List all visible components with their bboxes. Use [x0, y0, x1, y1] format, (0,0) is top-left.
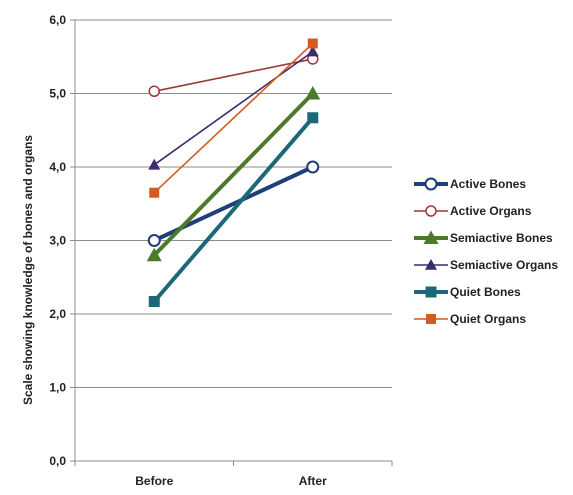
legend-label: Active Organs — [450, 204, 532, 218]
legend-label: Semiactive Organs — [450, 258, 558, 272]
legend-swatch-marker — [423, 230, 439, 244]
legend-swatch-marker — [425, 205, 437, 217]
data-point — [148, 85, 160, 98]
y-tick-label: 4,0 — [49, 160, 66, 174]
x-tick-label: Before — [135, 474, 173, 488]
series-line — [153, 42, 314, 194]
y-tick-labels: 0,0 1,0 2,0 3,0 4,0 5,0 6,0 — [49, 13, 66, 468]
y-tick-label: 0,0 — [49, 454, 66, 468]
series-lines — [146, 38, 321, 308]
y-tick-label: 3,0 — [49, 234, 66, 248]
series-line — [154, 58, 313, 93]
legend-swatch-marker — [426, 314, 436, 324]
y-tick-label: 2,0 — [49, 307, 66, 321]
y-tick-label: 5,0 — [49, 87, 66, 101]
series-line — [152, 92, 315, 257]
data-point — [147, 234, 161, 247]
gridlines — [75, 19, 392, 388]
x-tick-labels: Before After — [135, 474, 327, 488]
legend: Active Bones Active Organs Semiactive Bone… — [414, 177, 558, 326]
x-tick-label: After — [299, 474, 327, 488]
y-axis-title: Scale showing knowledge of bones and org… — [21, 135, 35, 405]
legend-label: Quiet Organs — [450, 312, 526, 326]
series-line — [152, 116, 315, 303]
legend-label: Quiet Bones — [450, 285, 521, 299]
data-point — [149, 187, 160, 198]
data-point — [148, 296, 160, 308]
legend-label: Active Bones — [450, 177, 526, 191]
series-line — [153, 50, 314, 166]
axes — [70, 19, 393, 466]
legend-swatch-marker — [424, 177, 438, 191]
data-point — [307, 112, 319, 124]
data-point — [148, 158, 161, 170]
legend-swatch-marker — [425, 259, 437, 270]
data-point — [306, 45, 319, 57]
data-point — [306, 160, 320, 174]
data-point — [146, 247, 162, 262]
y-tick-label: 1,0 — [49, 381, 66, 395]
legend-label: Semiactive Bones — [450, 231, 553, 245]
data-point — [307, 38, 318, 49]
y-tick-label: 6,0 — [49, 13, 66, 27]
legend-swatch-marker — [425, 286, 437, 298]
data-point — [305, 86, 321, 100]
